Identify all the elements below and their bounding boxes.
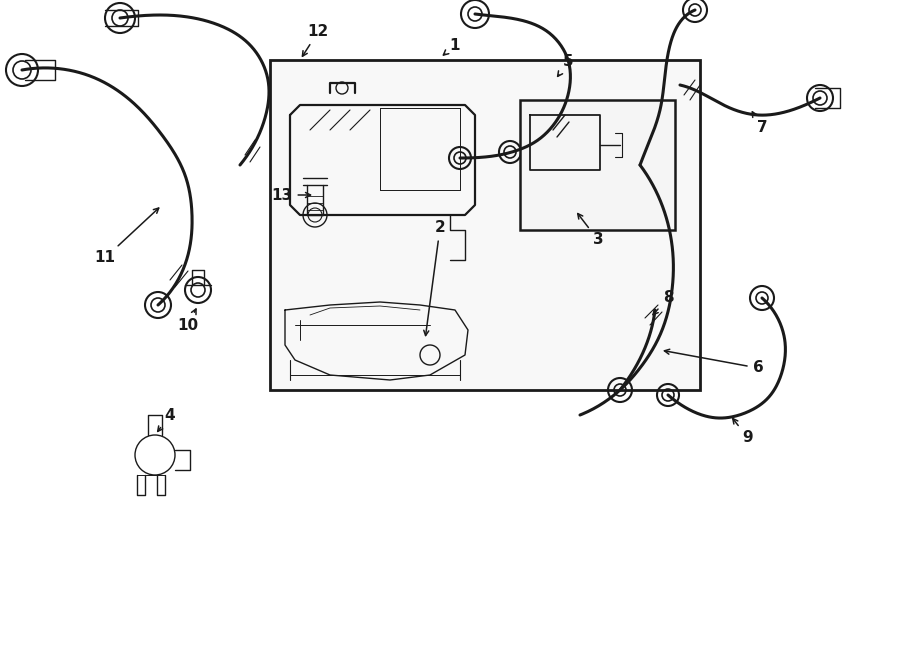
Text: 12: 12 — [302, 24, 328, 56]
Text: 4: 4 — [158, 407, 176, 432]
Bar — [270, 60, 700, 390]
Bar — [520, 100, 675, 230]
Text: 1: 1 — [444, 38, 460, 55]
Text: 2: 2 — [424, 221, 446, 336]
Text: 9: 9 — [733, 418, 753, 446]
Text: 13: 13 — [272, 188, 310, 202]
Text: 6: 6 — [664, 349, 763, 375]
Text: 5: 5 — [558, 54, 573, 77]
Text: 7: 7 — [752, 112, 768, 136]
Text: 10: 10 — [177, 309, 199, 332]
Text: 3: 3 — [578, 214, 603, 247]
Text: 8: 8 — [653, 290, 673, 315]
Text: 11: 11 — [94, 208, 158, 266]
